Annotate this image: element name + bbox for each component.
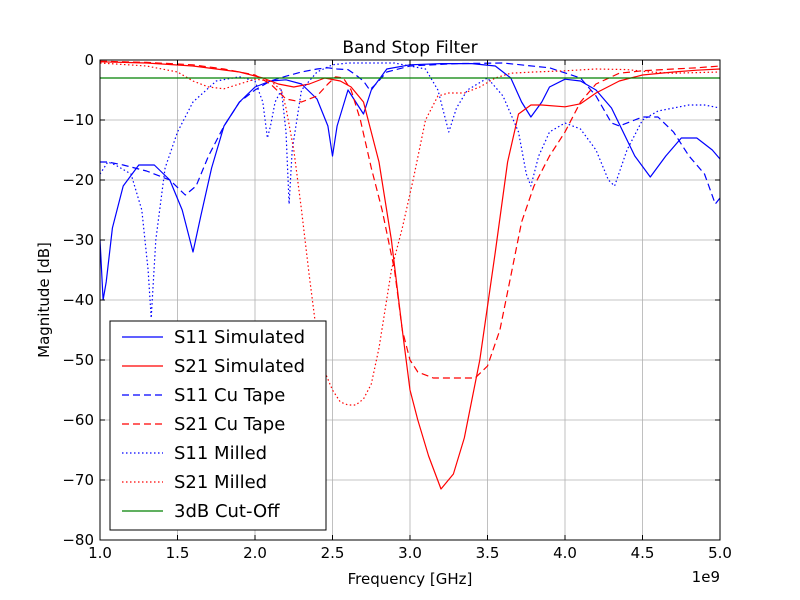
y-tick-label: −60 xyxy=(62,411,94,429)
x-tick-label: 1.0 xyxy=(88,544,112,562)
y-tick-label: −50 xyxy=(62,351,94,369)
axis-ticks: 1.0 1.5 2.0 2.5 3.0 3.5 4.0 4.5 5.0 0 −10 −20 −30 −40… xyxy=(62,51,732,562)
legend-label-3db-cut-off: 3dB Cut-Off xyxy=(174,501,280,522)
series-s11-milled-line xyxy=(100,62,720,319)
grid-lines xyxy=(100,60,720,540)
legend-label-s21-simulated: S21 Simulated xyxy=(174,356,305,377)
series-s11-simulated-line xyxy=(100,63,720,301)
x-axis-label: Frequency [GHz] xyxy=(348,570,473,588)
series-group xyxy=(100,60,720,490)
x-tick-label: 5.0 xyxy=(708,544,732,562)
x-tick-label: 4.5 xyxy=(631,544,655,562)
series-s21-milled-line xyxy=(100,62,720,406)
y-tick-label: −10 xyxy=(62,111,94,129)
legend-label-s21-milled: S21 Milled xyxy=(174,472,267,493)
x-tick-label: 3.5 xyxy=(476,544,500,562)
chart-title: Band Stop Filter xyxy=(342,38,477,58)
legend-box xyxy=(109,320,327,531)
legend-label-s21-cu-tape: S21 Cu Tape xyxy=(174,414,285,435)
legend-label-s11-cu-tape: S11 Cu Tape xyxy=(174,385,285,406)
y-tick-label: 0 xyxy=(84,51,94,69)
y-tick-label: −70 xyxy=(62,471,94,489)
legend: S11 Simulated S21 Simulated S11 Cu Tape S21… xyxy=(109,320,327,531)
y-tick-label: −80 xyxy=(62,531,94,549)
x-tick-label: 2.0 xyxy=(243,544,267,562)
y-axis-label: Magnitude [dB] xyxy=(35,242,53,358)
series-s21-simulated-line xyxy=(100,61,720,490)
y-tick-label: −20 xyxy=(62,171,94,189)
y-tick-label: −30 xyxy=(62,231,94,249)
legend-label-s11-milled: S11 Milled xyxy=(174,443,267,464)
x-tick-label: 1.5 xyxy=(166,544,190,562)
x-tick-label: 4.0 xyxy=(553,544,577,562)
y-tick-label: −40 xyxy=(62,291,94,309)
series-s21-cu-tape-line xyxy=(100,60,720,379)
legend-label-s11-simulated: S11 Simulated xyxy=(174,327,305,348)
x-tick-label: 3.0 xyxy=(398,544,422,562)
x-offset-label: 1e9 xyxy=(692,568,720,586)
x-tick-label: 2.5 xyxy=(321,544,345,562)
